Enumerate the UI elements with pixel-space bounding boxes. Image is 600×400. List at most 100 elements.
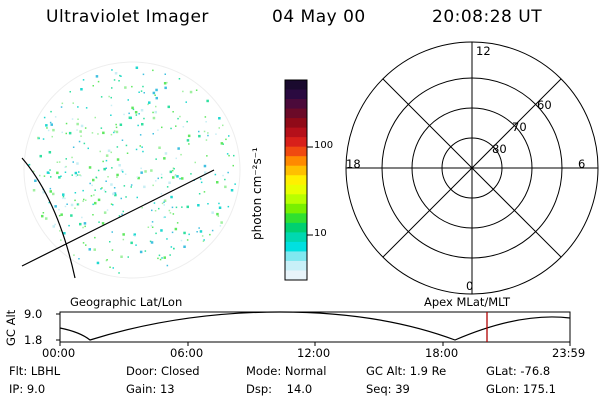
emission-dot	[155, 180, 157, 182]
gain-value: Gain: 13	[126, 382, 175, 396]
emission-dot	[160, 229, 163, 232]
emission-dot	[83, 222, 87, 225]
emission-dot	[58, 161, 61, 163]
emission-dot	[163, 256, 166, 259]
emission-dot	[226, 153, 229, 155]
emission-dot	[217, 215, 220, 217]
emission-dot	[60, 106, 63, 108]
emission-dot	[195, 89, 198, 91]
emission-dot	[88, 248, 91, 251]
emission-dot	[114, 193, 117, 197]
emission-dot	[51, 135, 53, 138]
emission-dot	[201, 235, 204, 237]
emission-dot	[216, 212, 219, 216]
emission-dot	[45, 217, 48, 220]
emission-dot	[82, 242, 85, 244]
emission-dot	[141, 206, 143, 209]
emission-dot	[188, 143, 190, 145]
gc-alt-value: GC Alt: 1.9 Re	[366, 364, 447, 378]
emission-dot	[122, 233, 125, 236]
emission-dot	[188, 233, 190, 236]
emission-dot	[159, 258, 162, 261]
emission-dot	[163, 216, 165, 219]
emission-dot	[207, 132, 209, 134]
emission-dot	[105, 180, 107, 182]
emission-dot	[127, 99, 129, 101]
emission-dot	[143, 185, 146, 189]
emission-dot	[194, 161, 196, 164]
glat-value: GLat: -76.8	[486, 364, 551, 378]
emission-dot	[71, 156, 73, 159]
emission-dot	[123, 185, 126, 187]
emission-dot	[172, 111, 174, 113]
colorbar-band	[285, 270, 307, 281]
emission-dot	[161, 126, 163, 129]
emission-dot	[41, 214, 44, 218]
emission-dot	[172, 169, 174, 172]
mlat-label-80: 80	[492, 142, 507, 156]
emission-dot	[203, 239, 205, 241]
emission-dot	[166, 264, 169, 267]
emission-dot	[110, 114, 112, 116]
emission-dot	[174, 174, 177, 176]
altitude-xtick-1: 06:00	[170, 346, 204, 360]
emission-dot	[150, 241, 154, 244]
emission-dot	[125, 144, 128, 147]
emission-dot	[116, 146, 119, 148]
colorbar-band	[285, 184, 307, 195]
emission-dot	[131, 106, 134, 110]
emission-dot	[68, 224, 70, 227]
emission-dot	[107, 176, 109, 178]
emission-dot	[222, 143, 224, 145]
emission-dot	[137, 176, 140, 180]
emission-dot	[97, 169, 100, 172]
emission-dot	[93, 194, 95, 196]
emission-dot	[151, 226, 154, 228]
emission-dot	[186, 205, 189, 209]
emission-dot	[218, 206, 222, 209]
date-label: 04 May 00	[272, 7, 366, 27]
emission-dot	[49, 121, 52, 124]
emission-dot	[124, 86, 127, 89]
filter-value: Flt: LBHL	[9, 364, 61, 378]
emission-dot	[186, 139, 190, 142]
emission-dot	[202, 240, 205, 242]
emission-dot	[103, 167, 106, 171]
emission-dot	[158, 146, 161, 149]
emission-dot	[186, 120, 188, 123]
emission-dot	[214, 173, 217, 176]
emission-dot	[83, 198, 85, 201]
emission-dot	[163, 82, 167, 85]
emission-dot	[76, 129, 78, 131]
colorbar-band	[285, 127, 307, 138]
emission-dot	[216, 181, 219, 184]
emission-dot	[126, 152, 129, 154]
emission-dot	[60, 175, 62, 177]
emission-dot	[81, 216, 83, 219]
emission-dot	[152, 133, 154, 135]
emission-dot	[152, 111, 154, 114]
emission-dot	[207, 134, 209, 137]
emission-dot	[82, 200, 84, 202]
emission-dot	[142, 85, 144, 88]
colorbar-band	[285, 222, 307, 233]
emission-dot	[139, 134, 142, 136]
emission-dot	[87, 147, 89, 150]
emission-dot	[142, 73, 145, 76]
emission-dot	[61, 102, 64, 105]
emission-dot	[92, 178, 95, 182]
colorbar-band	[285, 232, 307, 243]
emission-dot	[64, 166, 66, 168]
emission-dot	[234, 183, 236, 185]
emission-dot	[122, 210, 124, 213]
door-value: Door: Closed	[126, 364, 200, 378]
emission-dot	[140, 109, 144, 112]
emission-dot	[170, 195, 173, 199]
emission-dot	[83, 142, 86, 145]
emission-dot	[111, 249, 114, 251]
emission-dot	[228, 135, 230, 137]
emission-dot	[77, 118, 79, 120]
emission-dot	[97, 133, 99, 135]
emission-dot	[161, 257, 163, 259]
